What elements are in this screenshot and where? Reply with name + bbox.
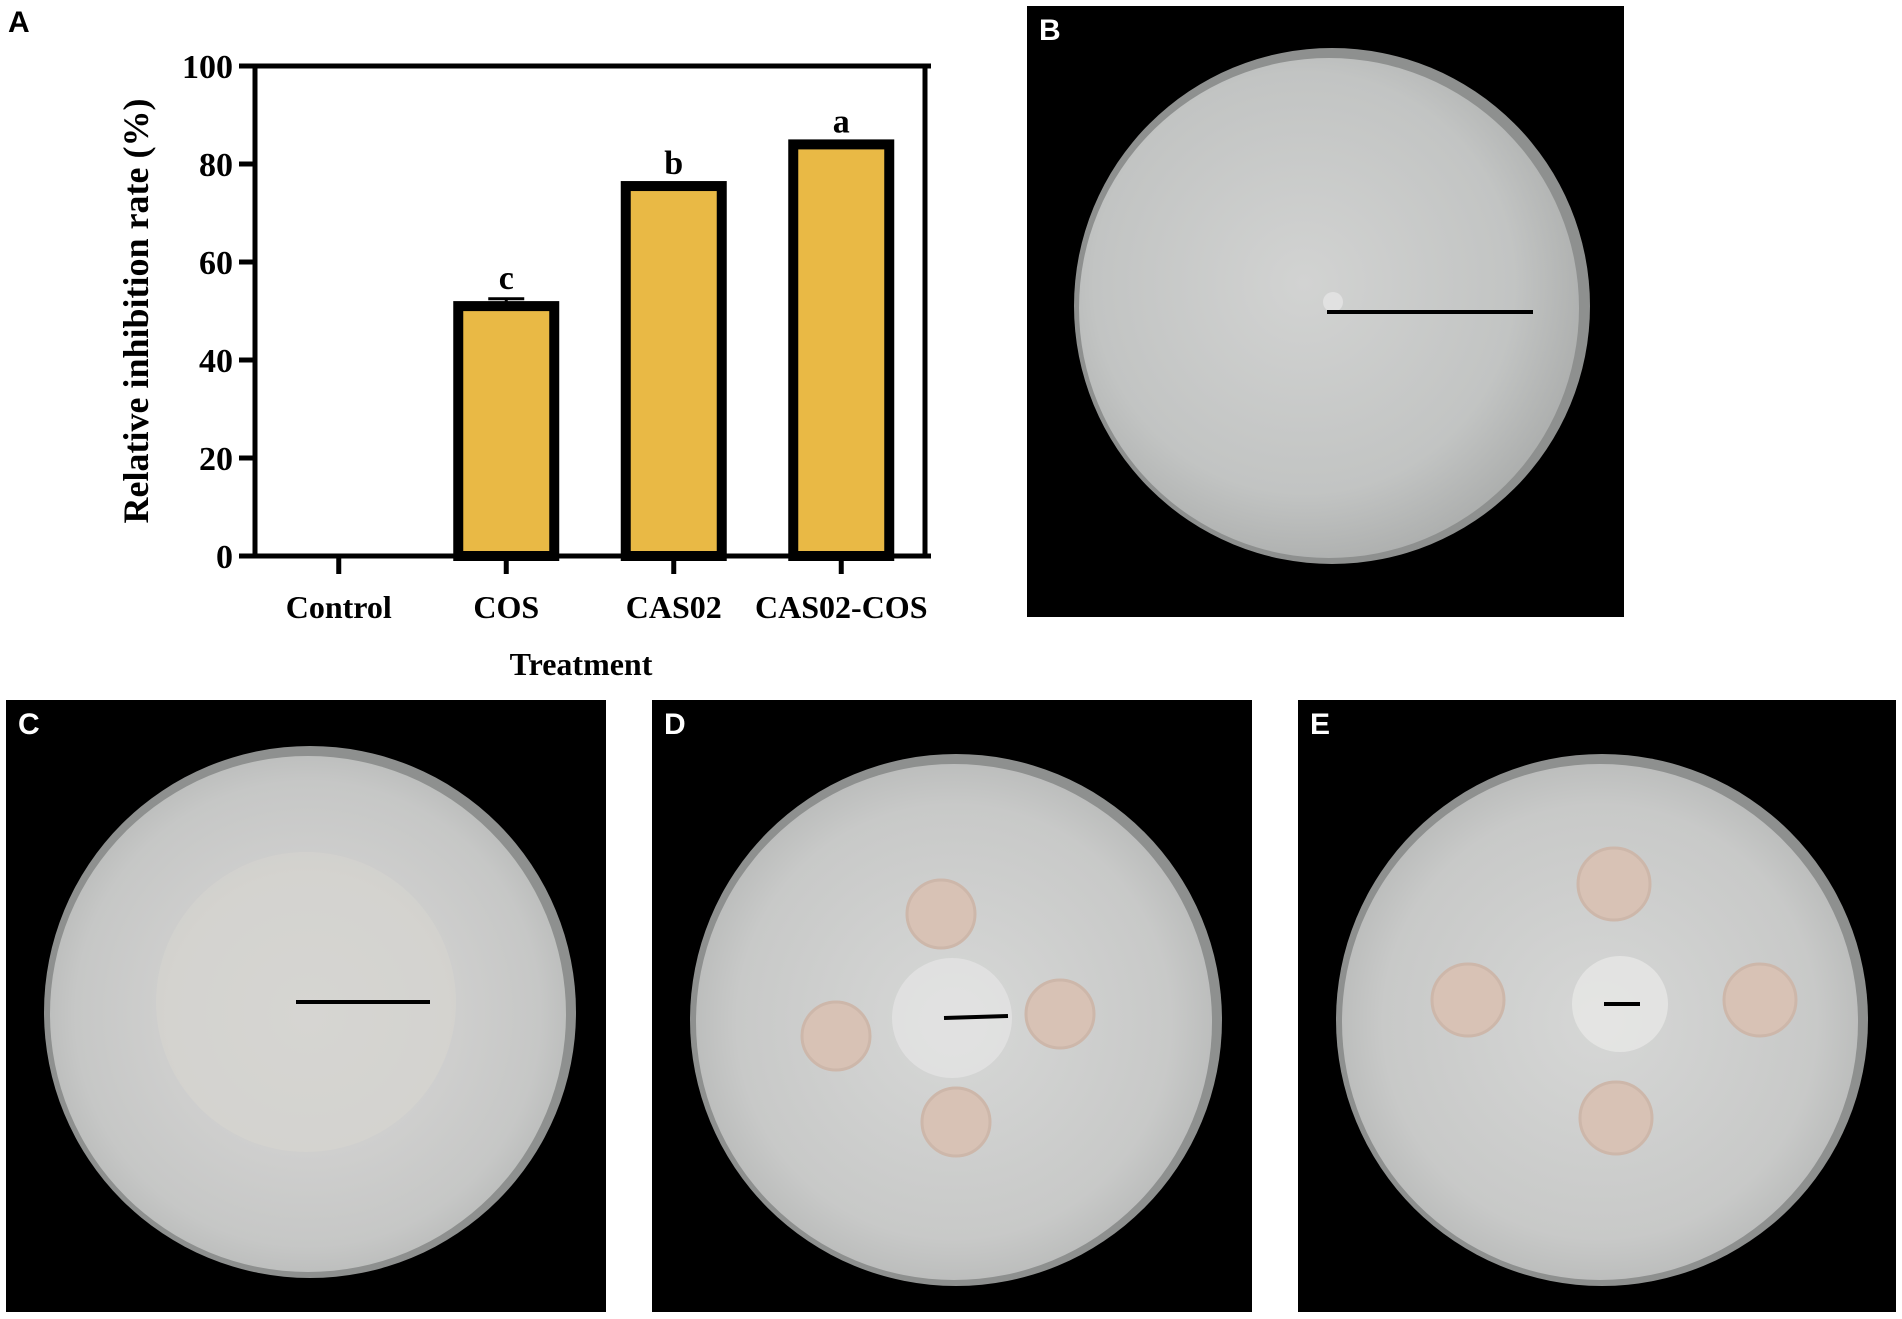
antagonist-colony xyxy=(1024,978,1096,1050)
plate-photo-d: D xyxy=(652,700,1252,1312)
y-tick-label: 0 xyxy=(216,539,233,576)
petri-dish-e xyxy=(1336,754,1868,1286)
x-tick-label: COS xyxy=(473,589,539,625)
significance-label: b xyxy=(664,145,683,182)
plate-photo-e: E xyxy=(1298,700,1896,1312)
panel-label-d: D xyxy=(664,708,686,741)
growth-scale-line xyxy=(943,1014,1009,1020)
antagonist-colony xyxy=(1578,1080,1654,1156)
x-tick-label: CAS02 xyxy=(626,589,722,625)
panel-label-a: A xyxy=(8,6,30,39)
bar xyxy=(788,139,895,561)
y-axis-title: Relative inhibition rate (%) xyxy=(116,99,156,524)
significance-label: a xyxy=(833,103,850,140)
antagonist-colony xyxy=(1430,962,1506,1038)
antagonist-colony xyxy=(920,1086,992,1158)
petri-dish-c xyxy=(44,746,576,1278)
significance-label: c xyxy=(499,260,514,297)
y-tick-label: 80 xyxy=(199,147,233,184)
y-tick-label: 20 xyxy=(199,441,233,478)
bar-chart: 0 20 40 60 80 100 Control COS c CAS02 b CAS02-COS a R… xyxy=(116,49,931,682)
bar xyxy=(620,181,727,562)
petri-dish-b xyxy=(1074,48,1590,564)
x-axis-title: Treatment xyxy=(510,646,653,682)
x-tick-label: CAS02-COS xyxy=(755,589,927,625)
panel-label-b: B xyxy=(1039,14,1061,47)
antagonist-colony xyxy=(800,1000,872,1072)
x-tick-label: Control xyxy=(286,589,392,625)
plate-photo-b: B xyxy=(1027,6,1624,617)
antagonist-colony xyxy=(1576,846,1652,922)
plate-photo-c: C xyxy=(6,700,606,1312)
antagonist-colony xyxy=(905,878,977,950)
y-tick-label: 100 xyxy=(182,49,233,86)
panel-label-e: E xyxy=(1310,708,1331,741)
agar-surface xyxy=(50,756,566,1272)
y-tick-label: 60 xyxy=(199,245,233,282)
bar xyxy=(453,301,560,561)
y-tick-label: 40 xyxy=(199,343,233,380)
inoculation-point xyxy=(1323,292,1343,312)
petri-dish-d xyxy=(690,754,1222,1286)
panel-label-c: C xyxy=(18,708,40,741)
antagonist-colony xyxy=(1722,962,1798,1038)
